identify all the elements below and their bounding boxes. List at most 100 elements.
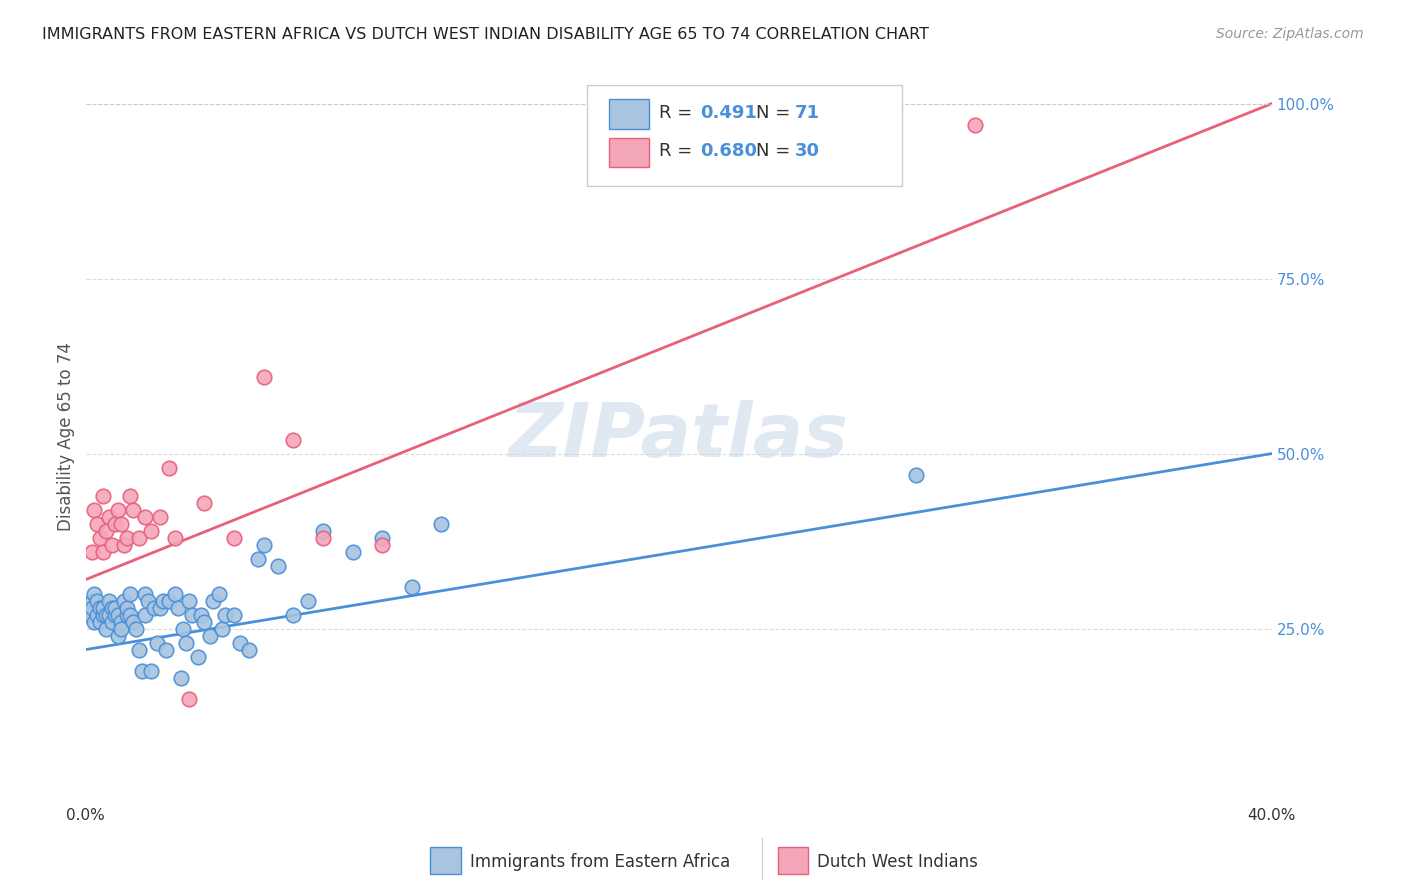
Point (96, 524, 118, 538)
Point (107, 629, 129, 643)
Point (83, 586, 105, 600)
Point (211, 622, 233, 636)
Text: Source: ZipAtlas.com: Source: ZipAtlas.com (1216, 27, 1364, 41)
Point (371, 531, 394, 545)
Point (149, 600, 172, 615)
Text: N =: N = (756, 103, 796, 121)
Point (112, 538, 135, 552)
Point (134, 509, 156, 524)
Point (110, 615, 132, 629)
Point (229, 635, 252, 649)
Point (89, 531, 111, 545)
Point (142, 600, 165, 615)
Point (904, 467, 927, 482)
Point (107, 607, 129, 622)
Point (401, 580, 423, 594)
Text: Dutch West Indians: Dutch West Indians (817, 853, 977, 871)
Text: ZIPatlas: ZIPatlas (509, 400, 849, 473)
Point (120, 586, 142, 600)
Point (80, 593, 103, 607)
Point (98, 509, 121, 524)
Point (83, 615, 105, 629)
FancyBboxPatch shape (778, 847, 808, 874)
Text: 71: 71 (794, 103, 820, 121)
Point (101, 615, 124, 629)
Point (96, 607, 118, 622)
Point (297, 593, 319, 607)
Point (93, 607, 115, 622)
Point (98, 607, 121, 622)
Point (86, 516, 108, 531)
Point (157, 460, 180, 475)
Point (163, 586, 186, 600)
Text: R =: R = (658, 103, 697, 121)
Point (371, 538, 394, 552)
Point (89, 615, 111, 629)
Point (214, 607, 236, 622)
Point (193, 615, 215, 629)
Point (134, 586, 156, 600)
Point (198, 629, 221, 643)
Point (430, 516, 453, 531)
Point (107, 502, 129, 516)
Point (83, 502, 105, 516)
Y-axis label: Disability Age 65 to 74: Disability Age 65 to 74 (58, 342, 75, 531)
Point (312, 524, 335, 538)
Point (163, 531, 186, 545)
Point (104, 600, 127, 615)
Point (222, 531, 245, 545)
Text: N =: N = (756, 142, 796, 160)
Point (149, 509, 172, 524)
Point (110, 622, 132, 636)
Point (101, 600, 124, 615)
Point (166, 600, 188, 615)
Point (110, 516, 132, 531)
Text: 30: 30 (794, 142, 820, 160)
Point (342, 544, 364, 558)
Point (152, 593, 174, 607)
Point (134, 607, 156, 622)
Point (169, 671, 191, 685)
Point (181, 607, 204, 622)
Point (125, 622, 148, 636)
FancyBboxPatch shape (430, 847, 461, 874)
Point (115, 531, 138, 545)
Point (86, 607, 108, 622)
FancyBboxPatch shape (588, 85, 901, 186)
Text: 0.680: 0.680 (700, 142, 756, 160)
Point (139, 664, 162, 678)
Point (139, 524, 162, 538)
Point (202, 593, 225, 607)
Text: 0.491: 0.491 (700, 103, 756, 121)
Point (120, 489, 142, 503)
Point (122, 615, 145, 629)
Point (155, 642, 177, 657)
Point (80, 544, 103, 558)
Point (104, 516, 127, 531)
Point (104, 607, 127, 622)
Point (965, 118, 987, 132)
Point (146, 635, 169, 649)
Point (312, 531, 335, 545)
Text: Immigrants from Eastern Africa: Immigrants from Eastern Africa (470, 853, 730, 871)
Point (93, 544, 115, 558)
Point (120, 607, 142, 622)
Point (128, 531, 150, 545)
Point (98, 593, 121, 607)
Point (172, 622, 194, 636)
Point (115, 600, 138, 615)
Point (222, 607, 245, 622)
Point (115, 607, 138, 622)
FancyBboxPatch shape (609, 99, 650, 128)
Point (193, 495, 215, 509)
Point (246, 551, 269, 566)
Point (128, 642, 150, 657)
Point (187, 649, 209, 664)
Point (283, 433, 305, 447)
Point (267, 558, 290, 573)
Point (112, 593, 135, 607)
Point (208, 586, 231, 600)
Point (77, 607, 100, 622)
Point (190, 607, 212, 622)
Point (122, 502, 145, 516)
